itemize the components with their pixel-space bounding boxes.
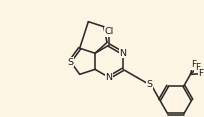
Text: S: S	[67, 58, 73, 67]
Text: N: N	[120, 49, 126, 58]
Text: S: S	[146, 80, 153, 89]
Text: N: N	[105, 73, 113, 82]
Text: F: F	[191, 60, 196, 69]
Text: Cl: Cl	[104, 27, 114, 36]
Text: F: F	[198, 69, 203, 78]
Text: F: F	[195, 63, 200, 72]
